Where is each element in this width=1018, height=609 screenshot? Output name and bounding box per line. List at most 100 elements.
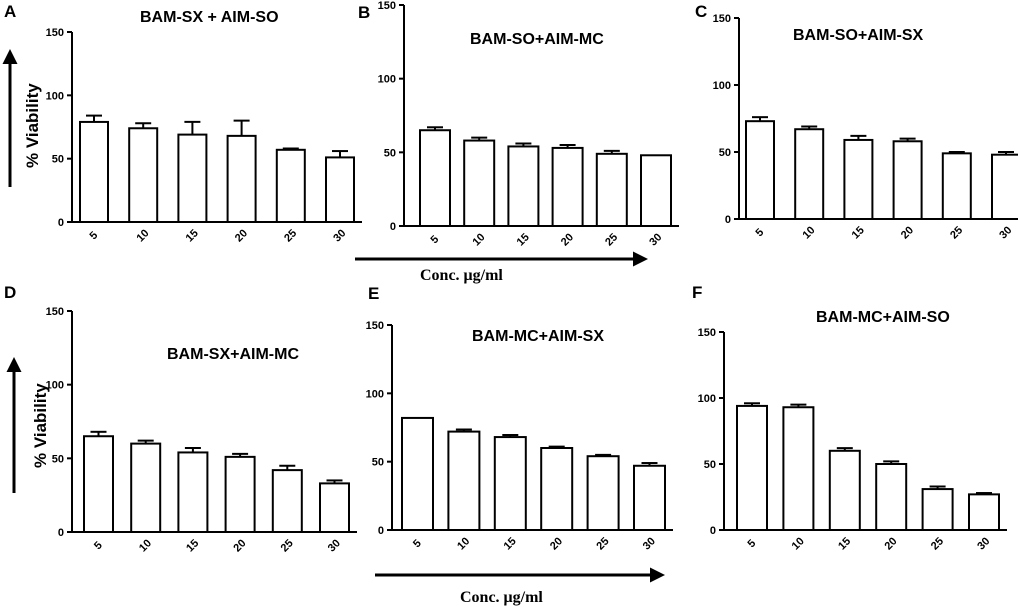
y-tick-label: 100 [46, 380, 64, 392]
x-tick-label: 20 [231, 537, 248, 554]
y-tick-label: 50 [372, 457, 384, 469]
y-tick-label: 50 [52, 453, 64, 465]
x-tick-label: 30 [641, 535, 658, 552]
bar [828, 449, 861, 531]
panel-d: D BAM-SX+AIM-MC 0 50 100 150 5 10 15 20 25 30 [4, 283, 357, 554]
bar [794, 128, 825, 220]
y-tick-label: 150 [713, 13, 731, 25]
x-tick-label: 5 [428, 233, 441, 246]
y-tick-label: 0 [710, 525, 716, 537]
bar [177, 451, 209, 533]
y-tick-label: 100 [378, 74, 396, 86]
panel-letter: F [692, 283, 702, 302]
x-tick-label: 5 [92, 539, 105, 552]
bar [892, 140, 923, 220]
y-tick-label: 150 [46, 27, 64, 39]
y-tick-label: 50 [52, 154, 64, 166]
bar [128, 127, 159, 223]
bar [130, 442, 162, 534]
y-tick-label: 150 [46, 306, 64, 318]
y-tick-label: 0 [725, 214, 731, 226]
y-tick-label: 100 [698, 393, 716, 405]
panel-title: BAM-MC+AIM-SX [472, 328, 604, 345]
bar [275, 148, 306, 223]
x-tick-label: 30 [997, 224, 1014, 241]
x-tick-label: 25 [594, 535, 611, 552]
bar [843, 138, 874, 220]
panel-letter: C [695, 2, 707, 21]
y-tick-label: 50 [719, 147, 731, 159]
bar [736, 404, 768, 532]
x-tick-label: 30 [647, 231, 664, 248]
panel-title: BAM-SX+AIM-MC [167, 346, 299, 363]
panel-letter: A [4, 2, 16, 21]
bar [447, 430, 481, 532]
x-tick-label: 30 [975, 535, 992, 552]
y-tick-label: 150 [698, 327, 716, 339]
panel-title: BAM-SO+AIM-MC [470, 31, 604, 48]
y-tick-label: 0 [390, 221, 396, 233]
bar [745, 120, 775, 220]
bar [941, 152, 972, 220]
bar [226, 134, 257, 223]
x-tick-label: 10 [801, 224, 818, 241]
bar [991, 153, 1018, 220]
y-tick-label: 100 [46, 90, 64, 102]
y-tick-label: 50 [704, 459, 716, 471]
y-tick-label: 50 [384, 147, 396, 159]
x-tick-label: 10 [790, 535, 807, 552]
bar [325, 156, 355, 223]
panel-title: BAM-MC+AIM-SO [816, 309, 950, 326]
bar [463, 139, 496, 227]
bar [782, 406, 815, 531]
y-tick-label: 0 [378, 525, 384, 537]
x-tick-label: 15 [836, 535, 853, 552]
y-axis-label-bottom: % Viability [31, 383, 50, 468]
x-axis-label-bottom: Conc. μg/ml [460, 589, 543, 606]
x-tick-label: 10 [137, 537, 154, 554]
bar [595, 152, 628, 228]
x-tick-label: 25 [603, 231, 620, 248]
y-axis-label-top: % Viability [23, 83, 42, 168]
bar [586, 455, 620, 532]
bar [319, 482, 350, 534]
panel-title: BAM-SO+AIM-SX [793, 27, 924, 44]
x-axis-label-top: Conc. μg/ml [420, 267, 503, 284]
x-tick-label: 25 [282, 227, 299, 244]
x-tick-label: 5 [753, 226, 766, 239]
x-tick-label: 5 [745, 537, 758, 550]
bar [79, 120, 109, 223]
bar [401, 416, 434, 531]
x-tick-label: 15 [184, 227, 201, 244]
x-tick-label: 5 [411, 537, 424, 550]
bar [921, 488, 954, 531]
x-tick-label: 15 [515, 231, 532, 248]
x-tick-label: 10 [455, 535, 472, 552]
panel-c: C BAM-SO+AIM-SX 0 50 100 150 5 10 15 20 25 30 [695, 2, 1018, 241]
y-tick-label: 100 [713, 80, 731, 92]
x-tick-label: 25 [929, 535, 946, 552]
bar [507, 145, 540, 227]
x-tick-label: 15 [850, 224, 867, 241]
bar [271, 469, 303, 533]
x-tick-label: 30 [326, 537, 343, 554]
y-tick-label: 150 [366, 320, 384, 332]
x-tick-label: 10 [471, 231, 488, 248]
bar [493, 436, 527, 532]
bar [551, 146, 584, 227]
panel-f: F BAM-MC+AIM-SO 0 50 100 150 5 10 15 20 25 30 [692, 283, 1007, 552]
x-tick-label: 15 [184, 537, 201, 554]
bar [633, 464, 666, 531]
bar [177, 133, 208, 224]
panel-b: B BAM-SO+AIM-MC 0 50 100 150 5 10 15 20 25 30 [358, 0, 679, 248]
x-tick-label: 25 [279, 537, 296, 554]
y-tick-label: 150 [378, 0, 396, 12]
bar [540, 447, 574, 531]
x-tick-label: 20 [559, 231, 576, 248]
bar [83, 435, 114, 534]
y-tick-label: 0 [58, 217, 64, 229]
x-tick-label: 20 [548, 535, 565, 552]
bar [224, 455, 256, 533]
panel-letter: B [358, 3, 370, 22]
